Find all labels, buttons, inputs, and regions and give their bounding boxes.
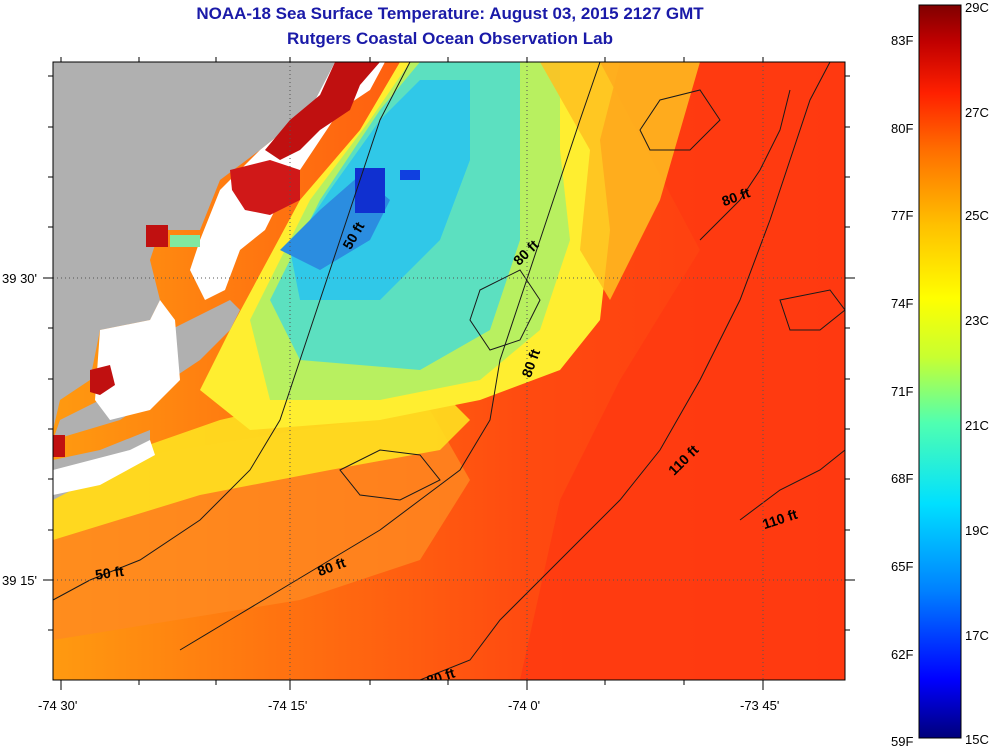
colorbar-c-label: 17C (965, 628, 989, 643)
isobath-80ft (179, 62, 601, 651)
colorbar (918, 4, 962, 739)
colorbar-c-label: 23C (965, 313, 989, 328)
isobath-label: 50 ft (94, 563, 125, 583)
colorbar-f-label: 71F (891, 384, 913, 399)
colorbar-f-label: 77F (891, 208, 913, 223)
colorbar-c-label: 15C (965, 732, 989, 747)
land-new-jersey (53, 62, 335, 430)
warm-bay-water (265, 62, 380, 160)
lon-tick-label: -74 30' (38, 698, 77, 713)
cold-spot (355, 168, 385, 213)
lat-tick-label: 39 30' (2, 271, 37, 286)
colorbar-c-label: 19C (965, 523, 989, 538)
colorbar-f-label: 62F (891, 647, 913, 662)
colorbar-c-label: 27C (965, 105, 989, 120)
graticule (53, 62, 845, 680)
map-frame (52, 61, 846, 681)
lon-tick-label: -74 0' (508, 698, 540, 713)
colorbar-c-label: 21C (965, 418, 989, 433)
sst-field: 50 ft 50 ft 80 ft 80 ft 80 ft 80 ft 80 f… (53, 62, 845, 680)
colorbar-c-label: 29C (965, 0, 989, 15)
colorbar-f-labels: 83F 80F 77F 74F 71F 68F 65F 62F 59F (891, 33, 913, 749)
colorbar-c-labels: 29C 27C 25C 23C 21C 19C 17C 15C (965, 0, 989, 747)
map-title: NOAA-18 Sea Surface Temperature: August … (196, 4, 704, 23)
warm-east (520, 62, 845, 680)
map-subtitle: Rutgers Coastal Ocean Observation Lab (287, 29, 613, 48)
axis-ticks (43, 57, 855, 690)
lon-tick-label: -74 15' (268, 698, 307, 713)
colorbar-c-label: 25C (965, 208, 989, 223)
isobath-110ft (419, 62, 831, 680)
colorbar-f-label: 65F (891, 559, 913, 574)
lat-tick-label: 39 15' (2, 573, 37, 588)
colorbar-f-label: 74F (891, 296, 913, 311)
colorbar-f-label: 59F (891, 734, 913, 749)
colorbar-f-label: 80F (891, 121, 913, 136)
lon-tick-label: -73 45' (740, 698, 779, 713)
colorbar-f-label: 68F (891, 471, 913, 486)
colorbar-f-label: 83F (891, 33, 913, 48)
isobath-contours (53, 62, 845, 680)
